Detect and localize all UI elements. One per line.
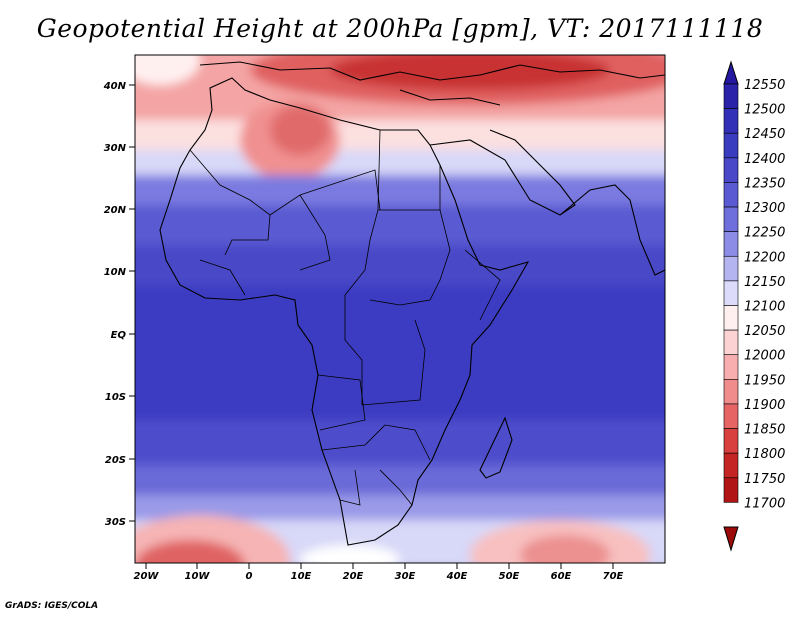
colorbar-segment bbox=[723, 477, 739, 503]
coastlines bbox=[159, 61, 665, 546]
lon-label-70e: 70E bbox=[603, 571, 624, 582]
colorbar-label: 12500 bbox=[744, 103, 785, 118]
colorbar-segment bbox=[723, 182, 739, 208]
height-field bbox=[135, 55, 665, 563]
lon-label-60e: 60E bbox=[551, 571, 572, 582]
colorbar-label: 11700 bbox=[744, 496, 785, 511]
colorbar-label: 12300 bbox=[744, 201, 785, 216]
colorbar-label: 12550 bbox=[744, 78, 785, 93]
lon-tick-10w: 10W bbox=[185, 563, 211, 582]
colorbar-label: 12200 bbox=[744, 250, 785, 265]
colorbar-segment bbox=[723, 108, 739, 134]
map-title: Geopotential Height at 200hPa [gpm], VT:… bbox=[36, 14, 764, 43]
colorbar-label: 11900 bbox=[744, 398, 785, 413]
colorbar: 12550 12500 12450 12400 12350 12300 12250 12200… bbox=[723, 60, 785, 552]
colorbar-segment bbox=[723, 354, 739, 380]
lat-label-10s: 10S bbox=[105, 392, 126, 403]
colorbar-segment bbox=[723, 403, 739, 429]
lon-tick-50e: 50E bbox=[499, 563, 520, 582]
lat-tick-20s: 20S bbox=[105, 455, 135, 466]
lat-label-eq: EQ bbox=[111, 330, 127, 341]
lat-label-20s: 20S bbox=[105, 455, 126, 466]
lat-tick-30n: 30N bbox=[104, 143, 135, 154]
lat-label-40n: 40N bbox=[103, 81, 127, 92]
lon-label-20w: 20W bbox=[134, 571, 160, 582]
lon-tick-70e: 70E bbox=[603, 563, 624, 582]
lon-label-10w: 10W bbox=[185, 571, 211, 582]
lat-tick-eq: EQ bbox=[111, 330, 135, 341]
colorbar-label: 12350 bbox=[744, 176, 785, 191]
colorbar-segment bbox=[723, 231, 739, 257]
colorbar-label: 12450 bbox=[744, 127, 785, 142]
colorbar-segment bbox=[723, 206, 739, 232]
lon-label-20e: 20E bbox=[343, 571, 364, 582]
colorbar-label: 12400 bbox=[744, 152, 785, 167]
lon-tick-20e: 20E bbox=[343, 563, 364, 582]
colorbar-segment bbox=[723, 255, 739, 282]
colorbar-segment bbox=[723, 428, 739, 454]
lon-label-30e: 30E bbox=[395, 571, 416, 582]
lon-tick-20w: 20W bbox=[134, 563, 160, 582]
colorbar-segment bbox=[723, 305, 739, 331]
lat-label-20n: 20N bbox=[104, 205, 127, 216]
lat-tick-10s: 10S bbox=[105, 392, 135, 403]
colorbar-label: 12000 bbox=[744, 349, 785, 364]
lon-tick-40e: 40E bbox=[446, 563, 468, 582]
lon-label-10e: 10E bbox=[291, 571, 312, 582]
lat-label-30n: 30N bbox=[104, 143, 127, 154]
colorbar-top-arrow bbox=[723, 60, 739, 85]
plot-frame bbox=[134, 54, 666, 564]
lon-tick-0: 0 bbox=[246, 563, 253, 582]
lon-tick-10e: 10E bbox=[291, 563, 312, 582]
grads-credit: GrADS: IGES/COLA bbox=[5, 601, 99, 611]
lon-tick-60e: 60E bbox=[551, 563, 572, 582]
lon-tick-30e: 30E bbox=[395, 563, 416, 582]
colorbar-segment bbox=[723, 157, 739, 183]
colorbar-segment bbox=[723, 452, 739, 479]
colorbar-label: 11950 bbox=[744, 373, 785, 388]
colorbar-segment bbox=[723, 379, 739, 405]
country-borders bbox=[189, 129, 501, 506]
lon-label-40e: 40E bbox=[446, 571, 468, 582]
colorbar-label: 12150 bbox=[744, 275, 785, 290]
lon-label-50e: 50E bbox=[499, 571, 520, 582]
lat-tick-10n: 10N bbox=[104, 267, 135, 278]
colorbar-bottom-arrow bbox=[723, 526, 739, 552]
longitude-axis: 20W 10W 0 10E 20E 30E 40E 50E 60E 70E bbox=[134, 563, 624, 582]
colorbar-segment bbox=[723, 83, 739, 109]
colorbar-label: 11850 bbox=[744, 423, 785, 438]
colorbar-label: 12100 bbox=[744, 300, 785, 315]
lat-tick-30s: 30S bbox=[105, 517, 135, 528]
lon-label-0: 0 bbox=[246, 571, 253, 582]
lat-label-30s: 30S bbox=[105, 517, 126, 528]
colorbar-label: 11750 bbox=[744, 472, 785, 487]
colorbar-segment bbox=[723, 329, 739, 356]
colorbar-label: 11800 bbox=[744, 447, 785, 462]
colorbar-label: 12250 bbox=[744, 226, 785, 241]
latitude-axis: 40N 30N 20N 10N EQ 10S 20S 30S bbox=[103, 81, 135, 528]
lat-label-10n: 10N bbox=[104, 267, 127, 278]
lat-tick-20n: 20N bbox=[104, 205, 135, 216]
lat-tick-40n: 40N bbox=[103, 81, 135, 92]
colorbar-label: 12050 bbox=[744, 324, 785, 339]
colorbar-segment bbox=[723, 280, 739, 306]
colorbar-segment bbox=[723, 132, 739, 159]
